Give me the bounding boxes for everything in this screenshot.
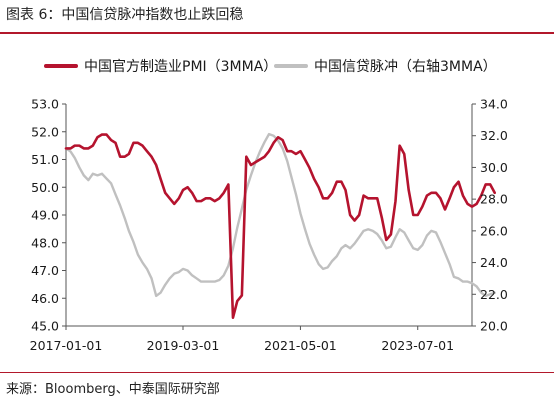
line-chart: 45.0 46.0 47.0 48.0 49.0 50.0 51.0 52.0 53.0 20.0… [30, 97, 508, 354]
legend-swatch-pmi [44, 64, 78, 68]
series-lines [64, 132, 496, 319]
chart-legend: 中国官方制造业PMI（3MMA） 中国信贷脉冲（右轴3MMA） [0, 56, 554, 80]
y-left-tick-label: 45.0 [31, 319, 59, 334]
x-tick-label: 2019-03-01 [147, 338, 220, 353]
legend-label-pmi: 中国官方制造业PMI（3MMA） [84, 59, 278, 75]
y-right-tick-label: 20.0 [480, 319, 508, 334]
axes [62, 103, 476, 330]
y-left-tick-label: 49.0 [31, 208, 59, 223]
legend-label-credit: 中国信贷脉冲（右轴3MMA） [314, 59, 497, 75]
y-left-tick-label: 52.0 [31, 124, 59, 139]
y-left-tick-label: 47.0 [31, 263, 59, 278]
source-rule [0, 372, 554, 373]
y-right-tick-label: 24.0 [480, 255, 508, 270]
pmi-series-line [64, 133, 496, 319]
y-left-tick-label: 46.0 [31, 291, 59, 306]
y-right-tick-label: 26.0 [480, 223, 508, 238]
figure-title: 图表 6：中国信贷脉冲指数也止跌回稳 [6, 7, 244, 23]
y-right-tick-label: 30.0 [480, 160, 508, 175]
title-rule [0, 32, 554, 34]
legend-item-pmi: 中国官方制造业PMI（3MMA） [44, 56, 277, 76]
x-tick-label: 2021-05-01 [264, 338, 337, 353]
y-right-tick-label: 32.0 [480, 128, 508, 143]
credit-impulse-series-line [64, 132, 496, 298]
tick-labels: 45.0 46.0 47.0 48.0 49.0 50.0 51.0 52.0 53.0 20.0… [30, 97, 508, 354]
y-left-tick-label: 53.0 [31, 97, 59, 112]
legend-item-credit: 中国信贷脉冲（右轴3MMA） [274, 56, 497, 76]
source-note: 来源：Bloomberg、中泰国际研究部 [6, 382, 220, 397]
y-left-tick-label: 48.0 [31, 235, 59, 250]
y-right-tick-label: 22.0 [480, 287, 508, 302]
y-right-tick-label: 28.0 [480, 192, 508, 207]
y-right-tick-label: 34.0 [480, 97, 508, 112]
x-tick-label: 2023-07-01 [381, 338, 454, 353]
y-left-tick-label: 51.0 [31, 152, 59, 167]
legend-swatch-credit [274, 64, 308, 68]
x-tick-label: 2017-01-01 [30, 338, 103, 353]
y-left-tick-label: 50.0 [31, 180, 59, 195]
